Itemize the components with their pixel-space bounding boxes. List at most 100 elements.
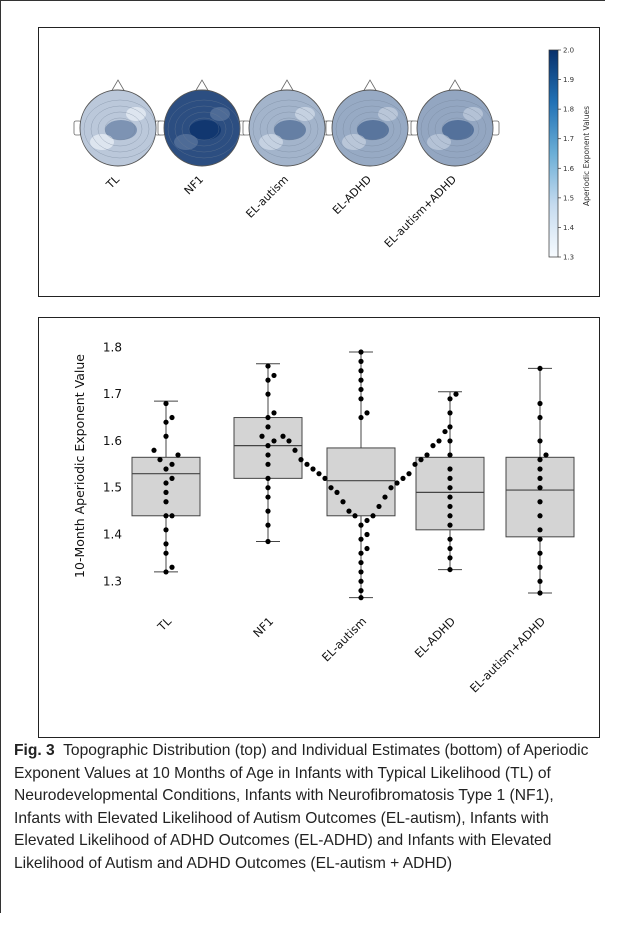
data-point (169, 513, 175, 519)
data-point (447, 503, 453, 510)
caption-text: Topographic Distribution (top) and Indiv… (14, 742, 589, 872)
colorbar-label: Aperiodic Exponent Values (582, 106, 591, 206)
data-point (358, 559, 364, 566)
iqr-box (131, 456, 201, 517)
data-point (406, 471, 412, 477)
data-point (358, 358, 364, 364)
data-point (447, 494, 453, 500)
data-point (163, 419, 169, 425)
contour-line (420, 99, 494, 159)
contour-center (189, 120, 221, 140)
colorbar-tick-label: 1.6 (563, 165, 575, 173)
data-point (364, 410, 370, 416)
contour-line (97, 111, 143, 147)
colorbar-tick-label: 1.7 (563, 135, 574, 143)
x-tick-label: EL-ADHD (412, 614, 458, 660)
data-point (447, 396, 453, 402)
data-point (163, 569, 169, 575)
data-point (447, 555, 453, 561)
contour-left (259, 134, 283, 150)
data-point (418, 457, 424, 463)
y-tick-label: 1.4 (103, 528, 122, 542)
data-point (157, 457, 163, 463)
data-point (537, 400, 543, 407)
data-point (340, 499, 346, 505)
topomap-label: EL-autism (243, 173, 291, 221)
data-point (265, 452, 271, 458)
contour-left (174, 134, 198, 150)
data-point (447, 522, 453, 528)
data-point (358, 550, 364, 556)
data-point (265, 414, 271, 421)
data-point (169, 475, 175, 481)
data-point (163, 513, 169, 519)
data-point (358, 414, 364, 421)
y-tick-label: 1.7 (103, 387, 122, 401)
contour-line (83, 99, 157, 159)
data-point (169, 564, 175, 570)
topomap-panel: TL NF1 EL-autism EL-ADHD EL-autism+ADHD 2.0 1… (38, 27, 600, 297)
data-point (453, 391, 459, 397)
data-point (447, 424, 453, 430)
data-point (382, 494, 388, 500)
contour-line (349, 111, 395, 147)
iqr-box (326, 447, 396, 517)
nose-shape (362, 79, 378, 93)
data-point (265, 508, 271, 514)
contour-line (90, 105, 150, 153)
x-tick-label: EL-autism (319, 614, 369, 664)
data-point (447, 452, 453, 458)
data-point (447, 410, 453, 416)
topomap-4 (410, 79, 500, 167)
colorbar-tick-label: 1.5 (563, 194, 574, 202)
data-point (394, 480, 400, 486)
data-point (163, 550, 169, 556)
data-point (358, 595, 364, 601)
data-point (265, 443, 271, 449)
data-point (163, 499, 169, 505)
x-tick-label: TL (154, 614, 175, 635)
data-point (280, 433, 286, 439)
data-point (447, 536, 453, 542)
data-point (163, 466, 169, 472)
data-point (334, 489, 340, 495)
contour-right (126, 107, 146, 121)
data-point (271, 410, 277, 416)
data-point (447, 545, 453, 552)
data-point (163, 541, 169, 547)
data-point (537, 499, 543, 505)
data-point (271, 372, 277, 379)
data-point (151, 447, 157, 453)
x-tick-label: NF1 (250, 614, 276, 640)
data-point (358, 578, 364, 584)
data-point (376, 503, 382, 510)
data-point (358, 396, 364, 402)
contour-left (90, 134, 114, 150)
data-point (358, 569, 364, 575)
colorbar-tick-label: 1.3 (563, 254, 574, 262)
topomap-1 (157, 79, 247, 167)
nose-shape (194, 79, 210, 93)
data-point (358, 386, 364, 393)
data-point (364, 517, 370, 524)
y-tick-label: 1.5 (103, 481, 122, 495)
data-point (543, 452, 549, 458)
contour-line (356, 117, 388, 141)
data-point (265, 494, 271, 500)
data-point (316, 471, 322, 477)
contour-line (181, 111, 227, 147)
data-point (271, 438, 277, 444)
data-point (537, 485, 543, 491)
data-point (388, 485, 394, 491)
data-point (537, 475, 543, 481)
data-point (169, 414, 175, 421)
data-point (436, 438, 442, 444)
data-point (442, 428, 448, 435)
contour-line (167, 99, 241, 159)
topomap-2 (242, 79, 332, 167)
data-point (265, 522, 271, 528)
data-point (537, 550, 543, 556)
data-point (259, 433, 265, 439)
topomap-label: TL (103, 172, 123, 192)
boxplot-chart: 10-Month Aperiodic Exponent Value 1.3 1.4… (72, 340, 575, 695)
